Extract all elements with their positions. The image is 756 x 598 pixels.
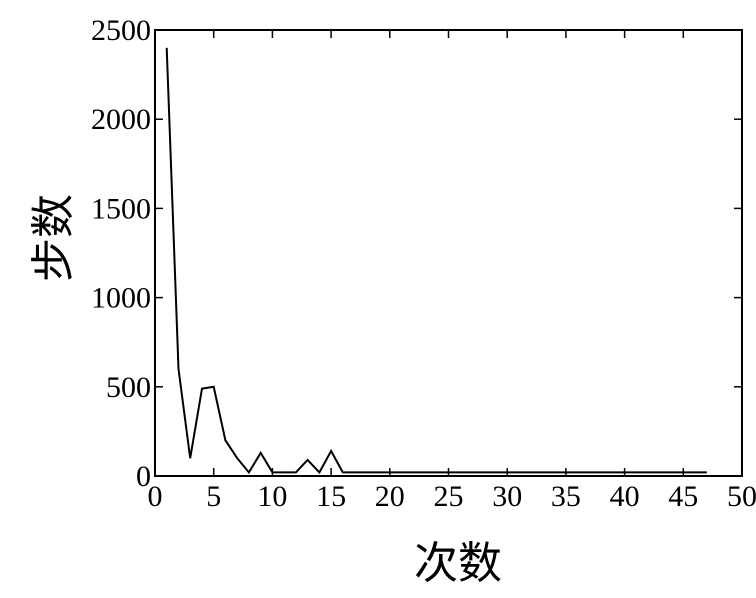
y-tick-label: 0: [136, 460, 151, 493]
x-tick-label: 30: [492, 480, 522, 513]
y-tick-label: 1500: [91, 192, 151, 225]
x-tick-label: 50: [727, 480, 756, 513]
x-tick-label: 5: [206, 480, 221, 513]
plot-frame: [154, 29, 743, 477]
ticks: [154, 29, 743, 477]
x-tick-label: 35: [551, 480, 581, 513]
x-tick-label: 40: [610, 480, 640, 513]
y-axis-title: 步数: [28, 194, 79, 282]
x-tick-label: 10: [257, 480, 287, 513]
y-tick-label: 2500: [91, 14, 151, 47]
x-tick-label: 25: [434, 480, 464, 513]
x-tick-label: 15: [316, 480, 346, 513]
x-axis-title: 次数: [414, 538, 502, 589]
x-tick-label: 20: [375, 480, 405, 513]
x-tick-label: 45: [668, 480, 698, 513]
y-tick-label: 500: [106, 371, 151, 404]
x-tick-label: 0: [148, 480, 163, 513]
y-tick-label: 2000: [91, 103, 151, 136]
series-line: [165, 47, 707, 475]
y-tick-label: 1000: [91, 282, 151, 315]
